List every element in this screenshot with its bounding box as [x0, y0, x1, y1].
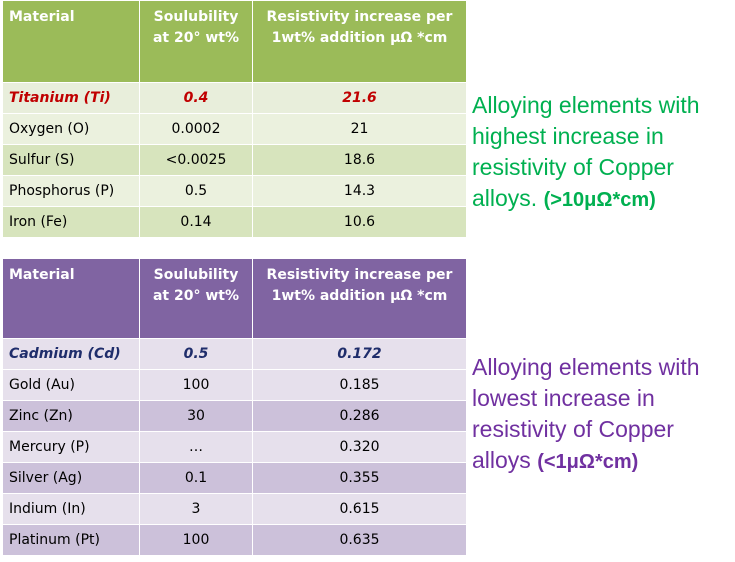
cell-solubility: 0.1 — [139, 462, 253, 494]
cell-material: Cadmium (Cd) — [2, 338, 140, 370]
cell-material: Silver (Ag) — [2, 462, 140, 494]
cell-resistivity: 0.286 — [252, 400, 467, 432]
high-resistivity-table: Material Soulubility at 20° wt% Resistivi… — [2, 0, 467, 238]
table-row: Silver (Ag) 0.1 0.355 — [2, 462, 467, 494]
cell-resistivity: 21.6 — [252, 82, 467, 114]
low-increase-note: Alloying elements with lowest increase i… — [472, 352, 734, 478]
cell-material: Gold (Au) — [2, 369, 140, 401]
cell-material: Titanium (Ti) — [2, 82, 140, 114]
note-line: alloys. — [472, 185, 538, 211]
cell-solubility: 0.0002 — [139, 113, 253, 145]
note-line: Alloying elements with — [472, 92, 700, 118]
cell-resistivity: 0.615 — [252, 493, 467, 525]
cell-material: Zinc (Zn) — [2, 400, 140, 432]
cell-solubility: 100 — [139, 524, 253, 556]
low-resistivity-table: Material Soulubility at 20° wt% Resistivi… — [2, 258, 467, 556]
cell-material: Indium (In) — [2, 493, 140, 525]
cell-resistivity: 0.172 — [252, 338, 467, 370]
cell-solubility: … — [139, 431, 253, 463]
note-line: alloys — [472, 447, 531, 473]
cell-solubility: 30 — [139, 400, 253, 432]
cell-resistivity: 21 — [252, 113, 467, 145]
cell-solubility: 0.14 — [139, 206, 253, 238]
cell-material: Platinum (Pt) — [2, 524, 140, 556]
header-material: Material — [2, 0, 140, 83]
table-header-row: Material Soulubility at 20° wt% Resistivi… — [2, 258, 467, 339]
header-resistivity: Resistivity increase per 1wt% addition μΩ… — [252, 258, 467, 339]
header-solubility: Soulubility at 20° wt% — [139, 258, 253, 339]
cell-resistivity: 0.635 — [252, 524, 467, 556]
cell-resistivity: 14.3 — [252, 175, 467, 207]
note-emphasis: (<1μΩ*cm) — [537, 451, 639, 473]
cell-material: Mercury (P) — [2, 431, 140, 463]
table-row: Indium (In) 3 0.615 — [2, 493, 467, 525]
cell-resistivity: 0.185 — [252, 369, 467, 401]
cell-solubility: <0.0025 — [139, 144, 253, 176]
table-row: Sulfur (S) <0.0025 18.6 — [2, 144, 467, 176]
cell-material: Sulfur (S) — [2, 144, 140, 176]
note-line: lowest increase in — [472, 385, 655, 411]
cell-solubility: 100 — [139, 369, 253, 401]
table-row: Oxygen (O) 0.0002 21 — [2, 113, 467, 145]
table-row: Iron (Fe) 0.14 10.6 — [2, 206, 467, 238]
table-row: Gold (Au) 100 0.185 — [2, 369, 467, 401]
header-solubility: Soulubility at 20° wt% — [139, 0, 253, 83]
note-line: resistivity of Copper — [472, 154, 674, 180]
table-row: Phosphorus (P) 0.5 14.3 — [2, 175, 467, 207]
note-emphasis: (>10μΩ*cm) — [543, 189, 656, 211]
cell-material: Oxygen (O) — [2, 113, 140, 145]
note-line: resistivity of Copper — [472, 416, 674, 442]
cell-material: Iron (Fe) — [2, 206, 140, 238]
high-increase-note: Alloying elements with highest increase … — [472, 90, 734, 216]
cell-resistivity: 0.355 — [252, 462, 467, 494]
table-row: Zinc (Zn) 30 0.286 — [2, 400, 467, 432]
table-row-highlight: Titanium (Ti) 0.4 21.6 — [2, 82, 467, 114]
table-row: Mercury (P) … 0.320 — [2, 431, 467, 463]
header-material: Material — [2, 258, 140, 339]
table-row-highlight: Cadmium (Cd) 0.5 0.172 — [2, 338, 467, 370]
cell-solubility: 0.5 — [139, 338, 253, 370]
cell-resistivity: 10.6 — [252, 206, 467, 238]
note-line: highest increase in — [472, 123, 664, 149]
header-resistivity: Resistivity increase per 1wt% addition μΩ… — [252, 0, 467, 83]
table-row: Platinum (Pt) 100 0.635 — [2, 524, 467, 556]
table-header-row: Material Soulubility at 20° wt% Resistivi… — [2, 0, 467, 83]
note-line: Alloying elements with — [472, 354, 700, 380]
cell-solubility: 3 — [139, 493, 253, 525]
cell-solubility: 0.4 — [139, 82, 253, 114]
cell-resistivity: 18.6 — [252, 144, 467, 176]
cell-solubility: 0.5 — [139, 175, 253, 207]
cell-resistivity: 0.320 — [252, 431, 467, 463]
cell-material: Phosphorus (P) — [2, 175, 140, 207]
